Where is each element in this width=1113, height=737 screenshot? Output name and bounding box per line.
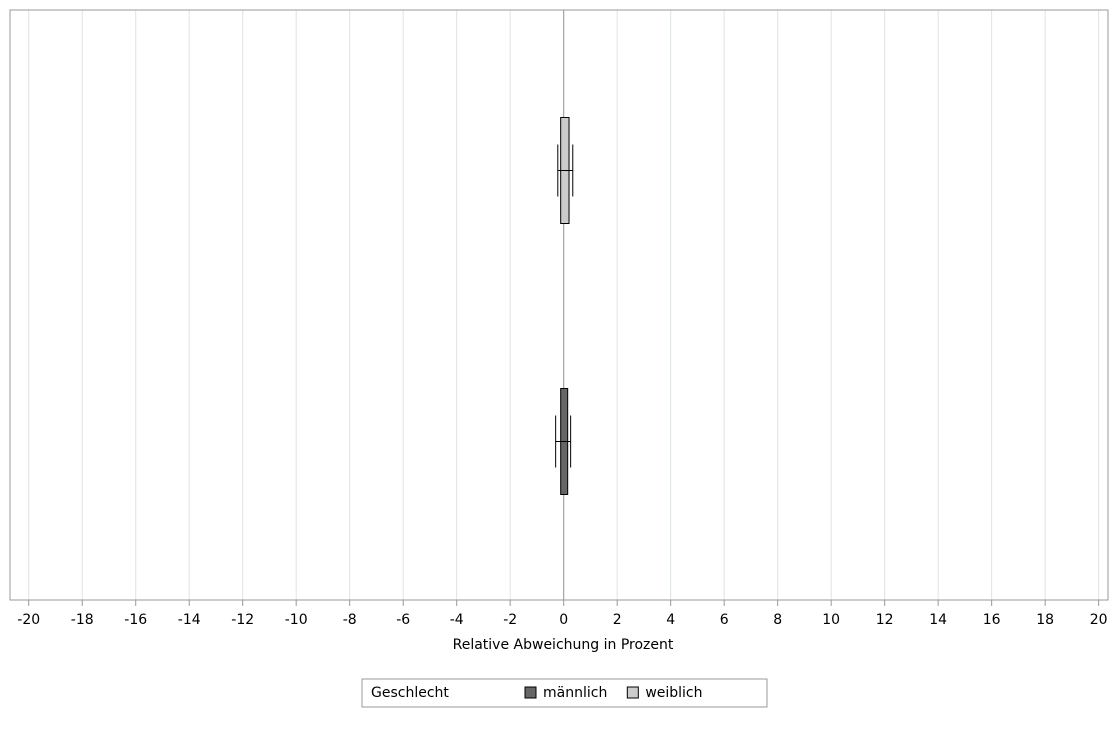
legend-title: Geschlecht bbox=[371, 685, 449, 701]
x-tick-label: -16 bbox=[124, 612, 147, 628]
x-tick-label: -12 bbox=[231, 612, 254, 628]
x-tick-label: -2 bbox=[503, 612, 517, 628]
x-tick-label: 16 bbox=[983, 612, 1001, 628]
legend-swatch bbox=[626, 686, 639, 699]
x-tick-label: 12 bbox=[876, 612, 894, 628]
x-tick-label: 6 bbox=[720, 612, 729, 628]
x-tick-label: -18 bbox=[71, 612, 94, 628]
x-tick-label: 8 bbox=[773, 612, 782, 628]
x-tick-label: 4 bbox=[666, 612, 675, 628]
plot-frame bbox=[9, 9, 1109, 601]
x-tick-label: -8 bbox=[343, 612, 357, 628]
x-tick-label: -14 bbox=[178, 612, 201, 628]
x-tick-label: -6 bbox=[396, 612, 410, 628]
x-tick-label: 18 bbox=[1036, 612, 1054, 628]
x-tick-label: -20 bbox=[17, 612, 40, 628]
legend-swatch bbox=[524, 686, 537, 699]
x-tick-label: 10 bbox=[822, 612, 840, 628]
legend-label: weiblich bbox=[645, 685, 702, 701]
x-axis-label: Relative Abweichung in Prozent bbox=[453, 637, 674, 653]
x-tick-label: 20 bbox=[1090, 612, 1108, 628]
x-tick-label: 2 bbox=[613, 612, 622, 628]
x-tick-label: -10 bbox=[285, 612, 308, 628]
legend-box bbox=[361, 678, 768, 708]
x-tick-label: 0 bbox=[559, 612, 568, 628]
x-tick-label: 14 bbox=[929, 612, 947, 628]
x-tick-label: -4 bbox=[450, 612, 464, 628]
legend-label: männlich bbox=[543, 685, 607, 701]
